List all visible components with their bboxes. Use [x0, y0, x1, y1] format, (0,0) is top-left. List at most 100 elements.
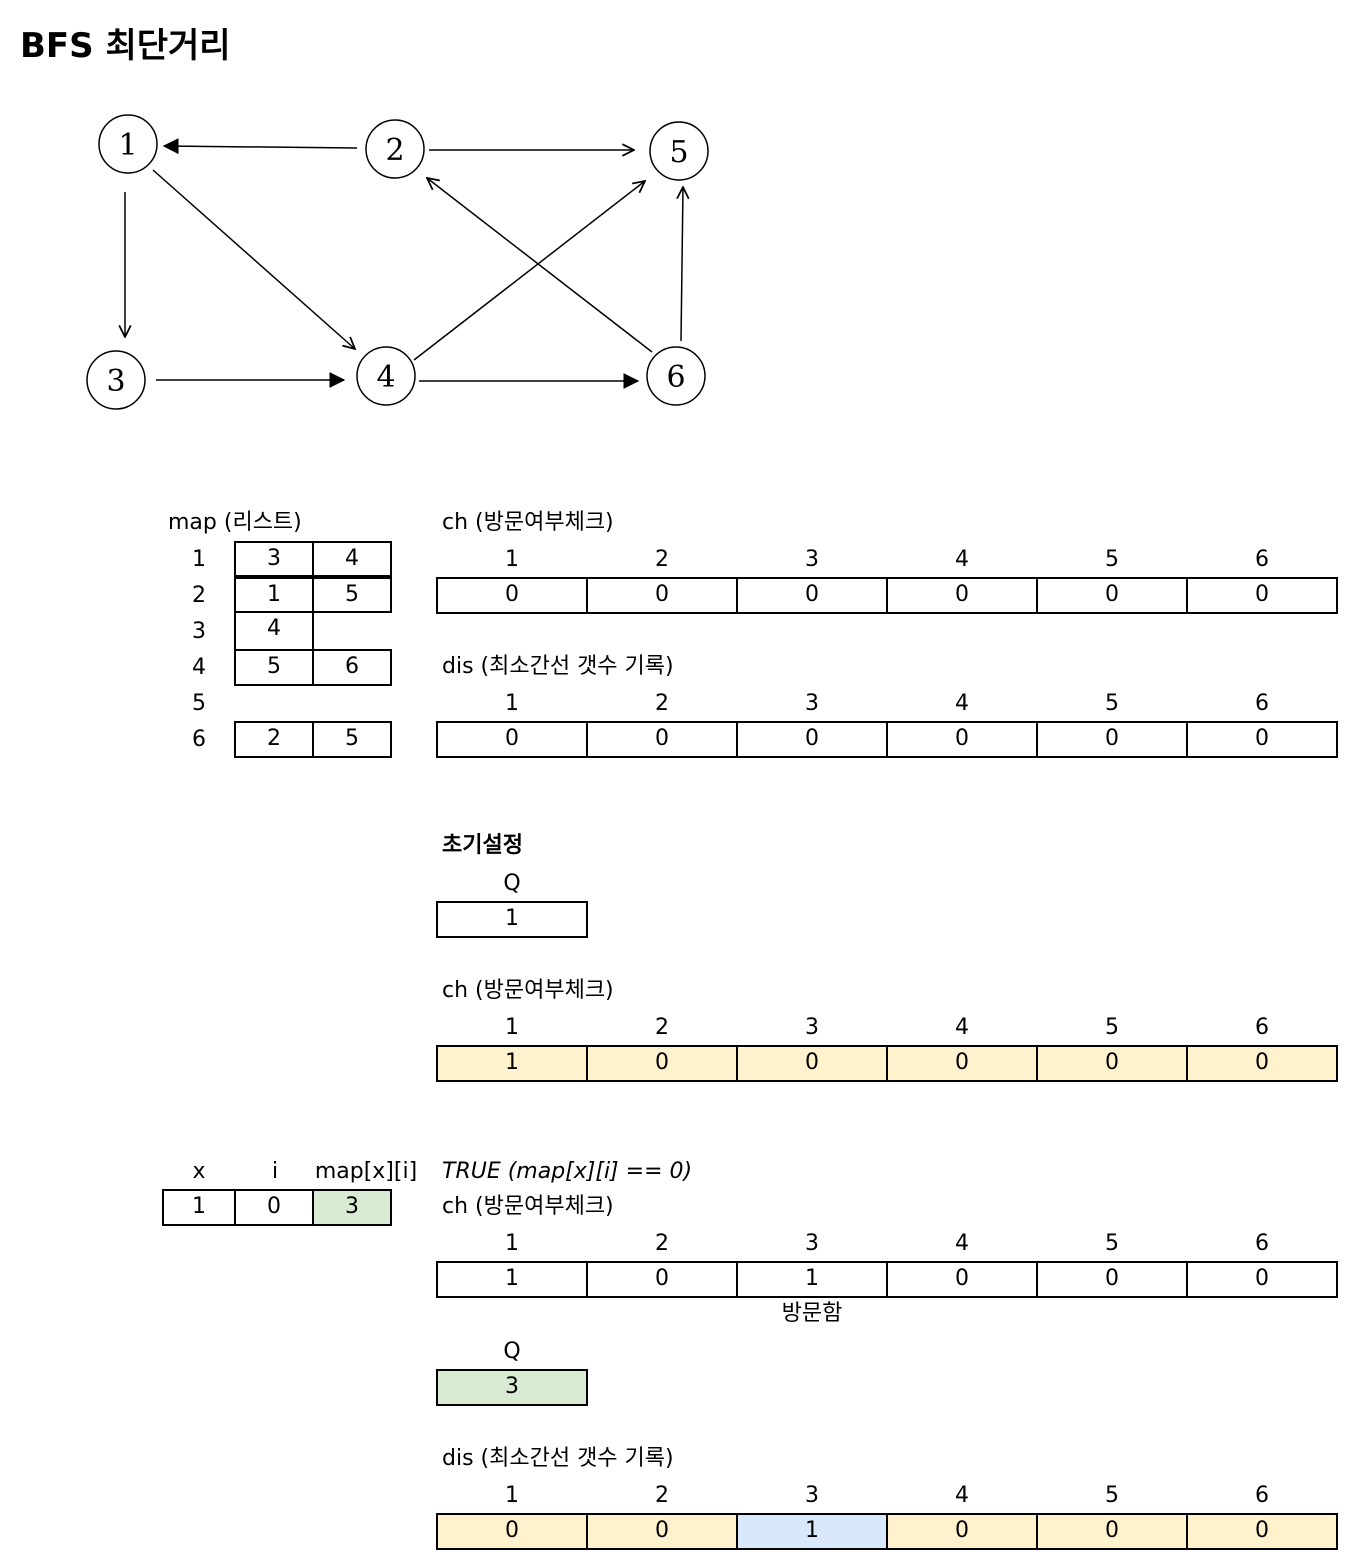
ch-initial-header: 6	[1255, 547, 1269, 572]
graph-node-6: 6	[646, 346, 706, 406]
step-dis-cell: 0	[1036, 1513, 1188, 1550]
setup-ch-header: 6	[1255, 1015, 1269, 1040]
setup-heading: 초기설정	[442, 833, 523, 858]
map-row-index: 4	[192, 655, 206, 680]
svg-text:6: 6	[666, 360, 685, 395]
step-ch-cell: 1	[736, 1261, 888, 1298]
map-row-index: 5	[192, 691, 206, 716]
dis-initial-cell: 0	[436, 721, 588, 758]
edge-2-1	[162, 138, 358, 155]
edge-6-5	[681, 187, 683, 342]
step-var-cell: 1	[162, 1189, 236, 1226]
step-dis-cell: 1	[736, 1513, 888, 1550]
step-var-cell: 0	[234, 1189, 314, 1226]
dis-initial-cell: 0	[1036, 721, 1188, 758]
setup-ch-cell: 0	[1186, 1045, 1338, 1082]
map-label: map (리스트)	[168, 510, 302, 535]
step-ch-header: 4	[955, 1231, 969, 1256]
step-var-cell: 3	[312, 1189, 392, 1226]
setup-ch-header: 3	[805, 1015, 819, 1040]
svg-text:5: 5	[669, 135, 688, 170]
edge-4-5	[413, 181, 645, 361]
map-cell: 5	[234, 649, 314, 686]
svg-text:1: 1	[118, 128, 137, 163]
ch-initial-label: ch (방문여부체크)	[442, 510, 614, 535]
setup-ch-header: 5	[1105, 1015, 1119, 1040]
step-ch-header: 5	[1105, 1231, 1119, 1256]
map-cell: 2	[234, 721, 314, 758]
edge-1-4	[152, 169, 355, 349]
dis-initial-cell: 0	[1186, 721, 1338, 758]
ch-initial-cell: 0	[736, 577, 888, 614]
dis-initial-header: 5	[1105, 691, 1119, 716]
graph-node-4: 4	[356, 346, 416, 406]
step-dis-label: dis (최소간선 갯수 기록)	[442, 1446, 674, 1471]
step-dis-header: 3	[805, 1483, 819, 1508]
step-ch-header: 6	[1255, 1231, 1269, 1256]
step-dis-cell: 0	[886, 1513, 1038, 1550]
graph-node-1: 1	[98, 114, 158, 174]
setup-ch-header: 1	[505, 1015, 519, 1040]
edge-6-2	[427, 178, 653, 353]
ch-initial-cell: 0	[586, 577, 738, 614]
ch-initial-header: 1	[505, 547, 519, 572]
setup-queue-cell: 1	[436, 901, 588, 938]
step-queue-label: Q	[503, 1339, 521, 1364]
ch-initial-cell: 0	[1036, 577, 1188, 614]
setup-ch-label: ch (방문여부체크)	[442, 978, 614, 1003]
setup-ch-cell: 0	[1036, 1045, 1188, 1082]
dis-initial-header: 3	[805, 691, 819, 716]
dis-initial-label: dis (최소간선 갯수 기록)	[442, 654, 674, 679]
map-cell: 4	[312, 541, 392, 577]
step-queue-cell: 3	[436, 1369, 588, 1406]
step-ch-header: 2	[655, 1231, 669, 1256]
step-ch-cell: 1	[436, 1261, 588, 1298]
map-row-index: 2	[192, 583, 206, 608]
graph-node-2: 2	[365, 119, 425, 179]
setup-ch-cell: 0	[886, 1045, 1038, 1082]
step-var-header: x	[192, 1159, 206, 1184]
step-ch-cell: 0	[886, 1261, 1038, 1298]
ch-initial-header: 4	[955, 547, 969, 572]
ch-initial-cell: 0	[1186, 577, 1338, 614]
dis-initial-header: 4	[955, 691, 969, 716]
dis-initial-header: 2	[655, 691, 669, 716]
step-ch-cell: 0	[586, 1261, 738, 1298]
step-condition: TRUE (map[x][i] == 0)	[442, 1159, 693, 1184]
step-ch-header: 1	[505, 1231, 519, 1256]
page-title: BFS 최단거리	[20, 26, 231, 66]
ch-initial-header: 3	[805, 547, 819, 572]
step-var-header: i	[271, 1159, 279, 1184]
ch-initial-header: 2	[655, 547, 669, 572]
step-var-header: map[x][i]	[314, 1159, 418, 1184]
map-row-index: 6	[192, 727, 206, 752]
dis-initial-header: 1	[505, 691, 519, 716]
step-visited-note: 방문함	[781, 1301, 843, 1326]
setup-ch-cell: 0	[586, 1045, 738, 1082]
step-dis-header: 1	[505, 1483, 519, 1508]
graph-node-5: 5	[649, 121, 709, 181]
svg-text:2: 2	[385, 133, 404, 168]
map-row-index: 3	[192, 619, 206, 644]
svg-text:3: 3	[106, 364, 125, 399]
dis-initial-cell: 0	[736, 721, 888, 758]
step-ch-label: ch (방문여부체크)	[442, 1194, 614, 1219]
ch-initial-cell: 0	[436, 577, 588, 614]
step-dis-cell: 0	[436, 1513, 588, 1550]
map-cell: 5	[312, 577, 392, 613]
step-ch-header: 3	[805, 1231, 819, 1256]
map-row-index: 1	[192, 547, 206, 572]
step-dis-header: 4	[955, 1483, 969, 1508]
step-dis-cell: 0	[1186, 1513, 1338, 1550]
setup-ch-cell: 1	[436, 1045, 588, 1082]
map-cell: 5	[312, 721, 392, 758]
map-cell: 4	[234, 611, 314, 651]
ch-initial-cell: 0	[886, 577, 1038, 614]
step-dis-cell: 0	[586, 1513, 738, 1550]
graph-node-3: 3	[86, 350, 146, 410]
map-cell: 1	[234, 577, 314, 613]
setup-ch-header: 2	[655, 1015, 669, 1040]
map-cell: 3	[234, 541, 314, 577]
dis-initial-header: 6	[1255, 691, 1269, 716]
setup-ch-cell: 0	[736, 1045, 888, 1082]
